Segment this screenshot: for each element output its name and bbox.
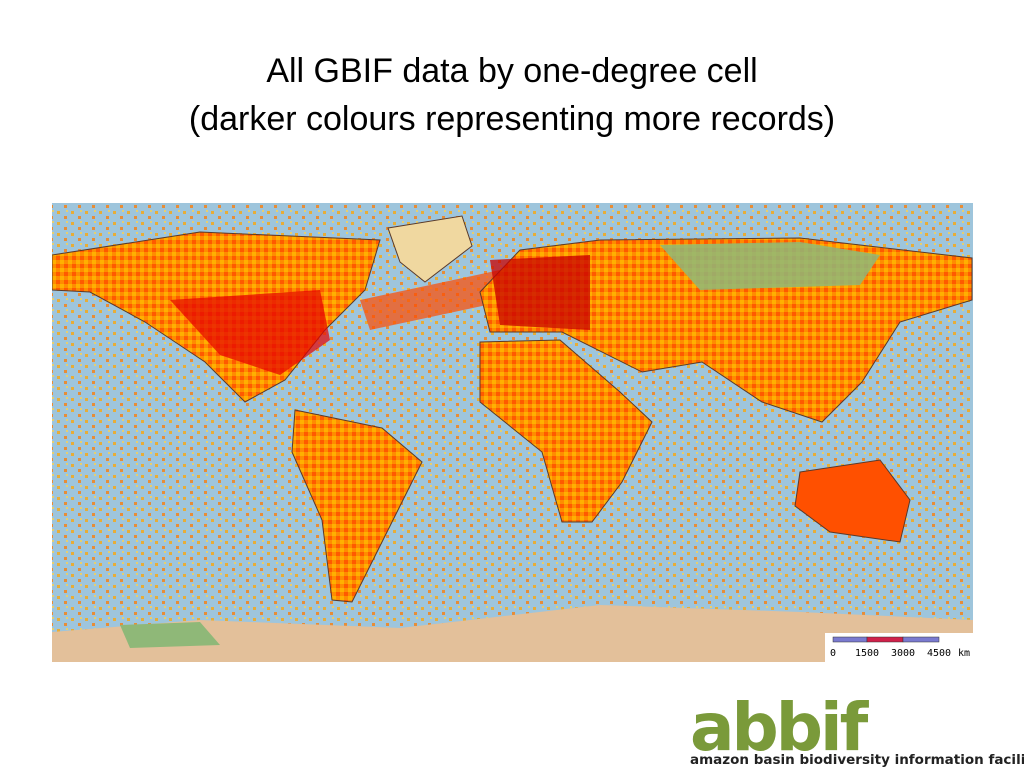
- scale-label: 3000: [891, 648, 915, 659]
- scale-unit: km: [958, 648, 970, 659]
- scale-label: 0: [830, 648, 836, 659]
- scale-bar: 0 1500 3000 4500 km: [825, 633, 973, 662]
- slide-subtitle: (darker colours representing more record…: [188, 100, 836, 138]
- slide-title: All GBIF data by one-degree cell: [266, 52, 758, 90]
- map: [52, 203, 973, 662]
- logo: abbif amazon basin biodiversity informat…: [690, 689, 1024, 768]
- logo-mark: abbif: [690, 689, 870, 766]
- scale-label: 4500: [927, 648, 951, 659]
- logo-text: amazon basin biodiversity information fa…: [690, 752, 1024, 768]
- scale-label: 1500: [855, 648, 879, 659]
